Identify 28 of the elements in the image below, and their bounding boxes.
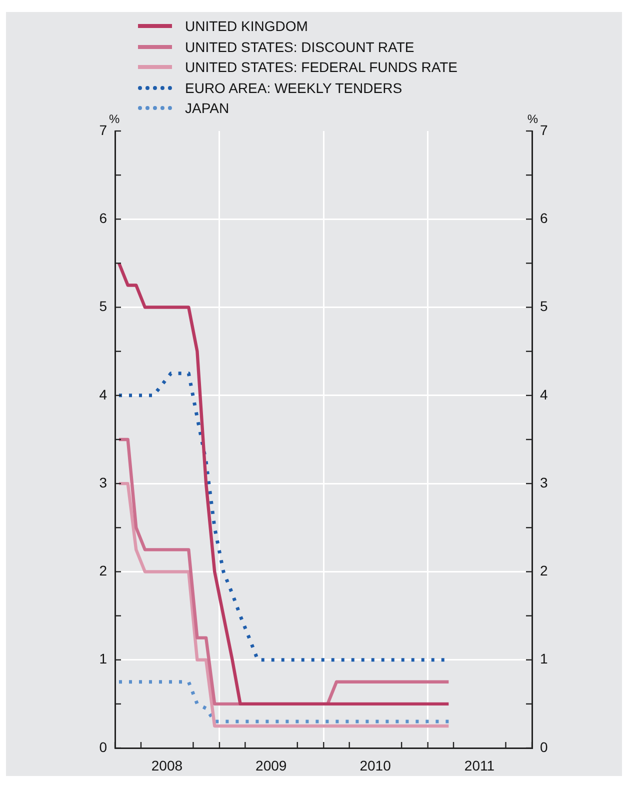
y-tick-label: 7 xyxy=(99,122,108,138)
y2-tick-label: 0 xyxy=(540,738,548,755)
line-series xyxy=(117,680,450,724)
legend-label: JAPAN xyxy=(185,100,230,116)
y2-tick-label: 5 xyxy=(540,298,548,314)
y2-tick-label: 1 xyxy=(540,650,548,667)
y2-tick-label: 3 xyxy=(540,474,548,490)
y-tick-label: 2 xyxy=(99,562,108,579)
x-tick-label: 2008 xyxy=(151,757,183,774)
legend-label: UNITED STATES: DISCOUNT RATE xyxy=(185,38,414,55)
legend-label: UNITED STATES: FEDERAL FUNDS RATE xyxy=(185,59,458,76)
x-tick-label: 2011 xyxy=(464,757,495,774)
y-tick-label: 1 xyxy=(99,650,108,667)
y-tick-label: 0 xyxy=(99,738,108,755)
x-tick-label: 2009 xyxy=(256,757,287,774)
legend-label: UNITED KINGDOM xyxy=(185,18,308,34)
legend-label: EURO AREA: WEEKLY TENDERS xyxy=(185,80,402,96)
y2-tick-label: 6 xyxy=(540,210,548,226)
y-tick-label: 3 xyxy=(99,474,108,490)
y2-tick-label: 4 xyxy=(540,386,548,402)
y-tick-label: 4 xyxy=(99,386,108,402)
y2-axis-title: % xyxy=(527,112,538,126)
y2-tick-label: 2 xyxy=(540,562,548,579)
y-tick-label: 5 xyxy=(99,298,108,314)
y-axis-title: % xyxy=(109,112,120,126)
y-tick-label: 6 xyxy=(99,210,108,226)
x-tick-label: 2010 xyxy=(360,757,392,774)
y2-tick-label: 7 xyxy=(540,122,548,138)
